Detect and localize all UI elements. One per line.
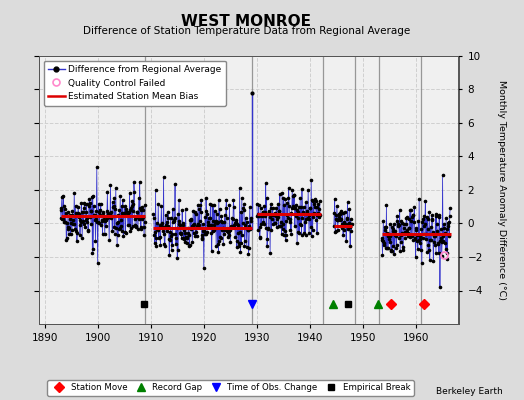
Legend: Difference from Regional Average, Quality Control Failed, Estimated Station Mean: Difference from Regional Average, Qualit… [44, 60, 226, 106]
Text: Difference of Station Temperature Data from Regional Average: Difference of Station Temperature Data f… [83, 26, 410, 36]
Text: WEST MONROE: WEST MONROE [181, 14, 311, 29]
Y-axis label: Monthly Temperature Anomaly Difference (°C): Monthly Temperature Anomaly Difference (… [497, 80, 506, 300]
Text: Berkeley Earth: Berkeley Earth [436, 387, 503, 396]
Legend: Station Move, Record Gap, Time of Obs. Change, Empirical Break: Station Move, Record Gap, Time of Obs. C… [48, 380, 413, 396]
